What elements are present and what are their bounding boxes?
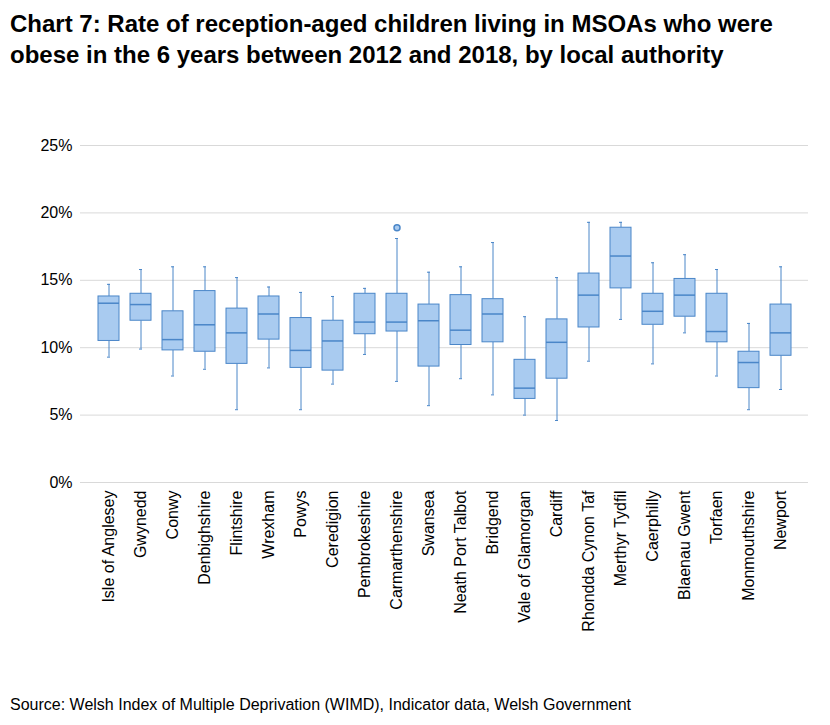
svg-text:Gwynedd: Gwynedd — [132, 491, 149, 559]
svg-text:Isle of Anglesey: Isle of Anglesey — [100, 491, 117, 603]
svg-text:Caerphilly: Caerphilly — [644, 491, 661, 562]
svg-text:Powys: Powys — [292, 491, 309, 538]
svg-text:15%: 15% — [40, 271, 72, 288]
svg-text:Denbighshire: Denbighshire — [196, 490, 213, 584]
svg-text:5%: 5% — [49, 406, 72, 423]
svg-text:Neath Port Talbot: Neath Port Talbot — [452, 490, 469, 614]
html-text:Chart 7: Rate of reception-age: Chart 7: Rate of reception-aged children… — [10, 10, 773, 68]
svg-text:Vale of Glamorgan: Vale of Glamorgan — [516, 491, 533, 623]
svg-text:Ceredigion: Ceredigion — [324, 491, 341, 568]
svg-text:Merthyr Tydfil: Merthyr Tydfil — [612, 491, 629, 587]
svg-text:Conwy: Conwy — [164, 491, 181, 540]
html-text:Source: Welsh Index of Multipl: Source: Welsh Index of Multiple Deprivat… — [10, 696, 631, 713]
svg-text:Monmouthshire: Monmouthshire — [740, 490, 757, 600]
svg-text:Newport: Newport — [772, 490, 789, 550]
svg-text:0%: 0% — [49, 474, 72, 491]
svg-text:Blaenau Gwent: Blaenau Gwent — [676, 490, 693, 600]
svg-text:Cardiff: Cardiff — [548, 490, 565, 537]
svg-text:Pembrokeshire: Pembrokeshire — [356, 490, 373, 598]
svg-text:20%: 20% — [40, 204, 72, 221]
svg-text:25%: 25% — [40, 137, 72, 154]
svg-text:Bridgend: Bridgend — [484, 491, 501, 555]
svg-text:Rhondda Cynon Taf: Rhondda Cynon Taf — [580, 490, 597, 632]
svg-text:Torfaen: Torfaen — [708, 491, 725, 544]
svg-text:Wrexham: Wrexham — [260, 491, 277, 559]
svg-text:10%: 10% — [40, 339, 72, 356]
svg-text:Carmarthenshire: Carmarthenshire — [388, 490, 405, 609]
svg-text:Swansea: Swansea — [420, 490, 437, 556]
svg-text:Flintshire: Flintshire — [228, 490, 245, 555]
